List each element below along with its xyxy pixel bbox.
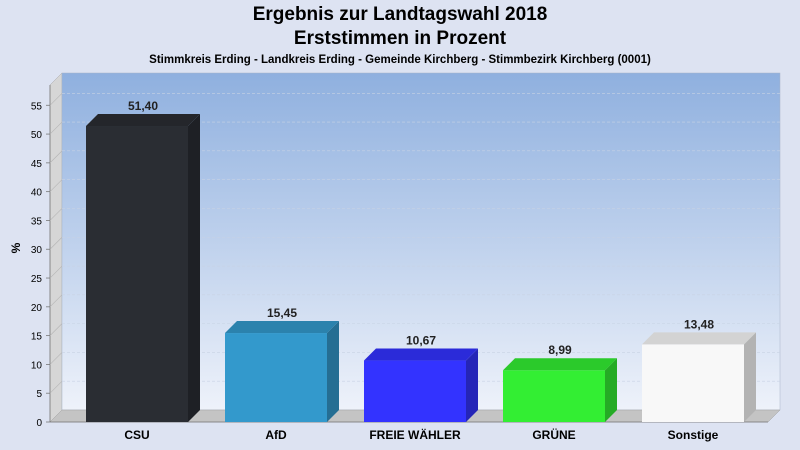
x-tick-label: FREIE WÄHLER (369, 427, 461, 442)
y-tick-label: 10 (31, 360, 43, 371)
chart-title-line2: Erststimmen in Prozent (293, 28, 507, 49)
gridline-side (49, 380, 63, 394)
y-tick-label: 55 (31, 101, 43, 112)
bar-front (86, 126, 188, 422)
bar-side (605, 358, 617, 422)
bar-side (327, 321, 339, 422)
bar-front (503, 370, 605, 422)
gridline-side (49, 150, 63, 164)
bar-side (188, 114, 200, 422)
y-tick-label: 0 (36, 418, 42, 429)
data-label: 10,67 (406, 334, 436, 348)
gridline-side (49, 121, 63, 135)
y-tick-label: 40 (31, 188, 43, 199)
y-tick-label: 30 (31, 245, 43, 256)
bar-top (86, 114, 200, 127)
bar-side (466, 348, 478, 422)
bar-afd (225, 321, 339, 422)
bar-side (744, 332, 756, 422)
bar-front (364, 360, 466, 422)
bar-top (364, 348, 478, 361)
x-tick-label: CSU (124, 428, 149, 442)
data-label: 8,99 (548, 343, 572, 357)
gridline-side (49, 352, 63, 365)
gridline-side (49, 179, 63, 192)
x-tick-label: Sonstige (668, 428, 719, 442)
y-tick-label: 5 (36, 389, 42, 400)
y-tick-label: 50 (31, 130, 43, 141)
data-label: 13,48 (684, 317, 714, 331)
y-tick-label: 25 (31, 274, 43, 285)
gridline-side (49, 265, 63, 279)
bar-gr-ne (503, 358, 617, 422)
y-tick-label: 20 (31, 303, 43, 314)
gridline-side (49, 323, 63, 336)
x-tick-label: AfD (265, 428, 287, 442)
y-tick-label: 15 (31, 332, 43, 343)
gridline-side (49, 294, 63, 308)
y-tick-label: 45 (31, 159, 43, 170)
gridline-side (49, 93, 63, 106)
bar-front (642, 344, 744, 422)
bar-csu (86, 114, 200, 422)
bar-freie-w-hler (364, 348, 478, 422)
gridline-side (49, 237, 63, 250)
bar-top (642, 332, 756, 345)
chart-subtitle: Stimmkreis Erding - Landkreis Erding - G… (149, 54, 651, 66)
bar-front (225, 333, 327, 422)
gridline-side (49, 208, 63, 221)
y-axis-label: % (9, 242, 23, 253)
data-label: 51,40 (128, 99, 158, 113)
bar-sonstige (642, 332, 756, 422)
bar-top (225, 321, 339, 334)
bar-top (503, 358, 617, 371)
y-tick-label: 35 (31, 216, 43, 227)
chart-title: Ergebnis zur Landtagswahl 2018 (252, 4, 548, 25)
data-label: 15,45 (267, 306, 297, 320)
x-tick-label: GRÜNE (532, 427, 575, 442)
